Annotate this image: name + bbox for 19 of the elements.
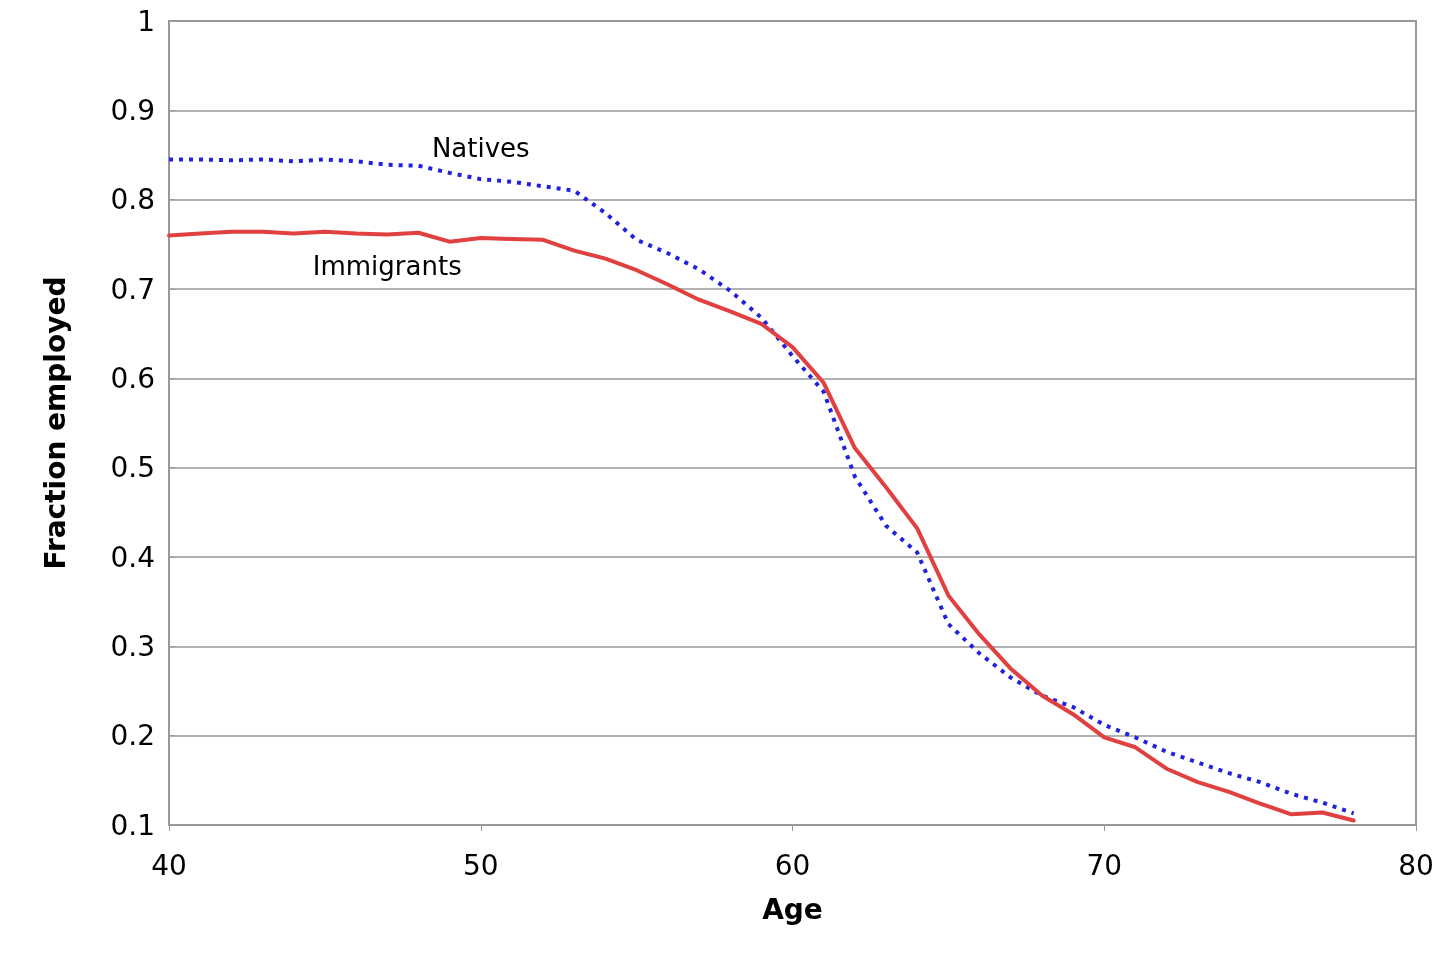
series-label: Natives — [431, 133, 530, 164]
y-tick-label: 0.4 — [110, 540, 155, 574]
y-tick-label: 0.8 — [110, 183, 155, 217]
y-tick-label: 0.3 — [110, 629, 155, 663]
x-tick-label: 40 — [151, 848, 187, 882]
x-tick-label: 70 — [1086, 848, 1123, 882]
x-tick-label: 60 — [774, 848, 811, 882]
x-tick-label: 50 — [462, 848, 499, 882]
y-tick-label: 0.7 — [110, 272, 155, 306]
y-tick-label: 0.6 — [110, 361, 155, 395]
y-tick-label: 0.2 — [110, 719, 155, 753]
y-tick-label: 0.9 — [110, 93, 155, 127]
y-tick-label: 0.5 — [110, 451, 155, 485]
x-axis-title: Age — [762, 892, 823, 926]
y-tick-label: 1 — [137, 4, 155, 38]
y-tick-label: 0.1 — [110, 808, 155, 842]
series-label: Immigrants — [312, 250, 462, 281]
y-axis-title: Fraction employed — [38, 276, 72, 570]
x-tick-label: 80 — [1398, 848, 1434, 882]
